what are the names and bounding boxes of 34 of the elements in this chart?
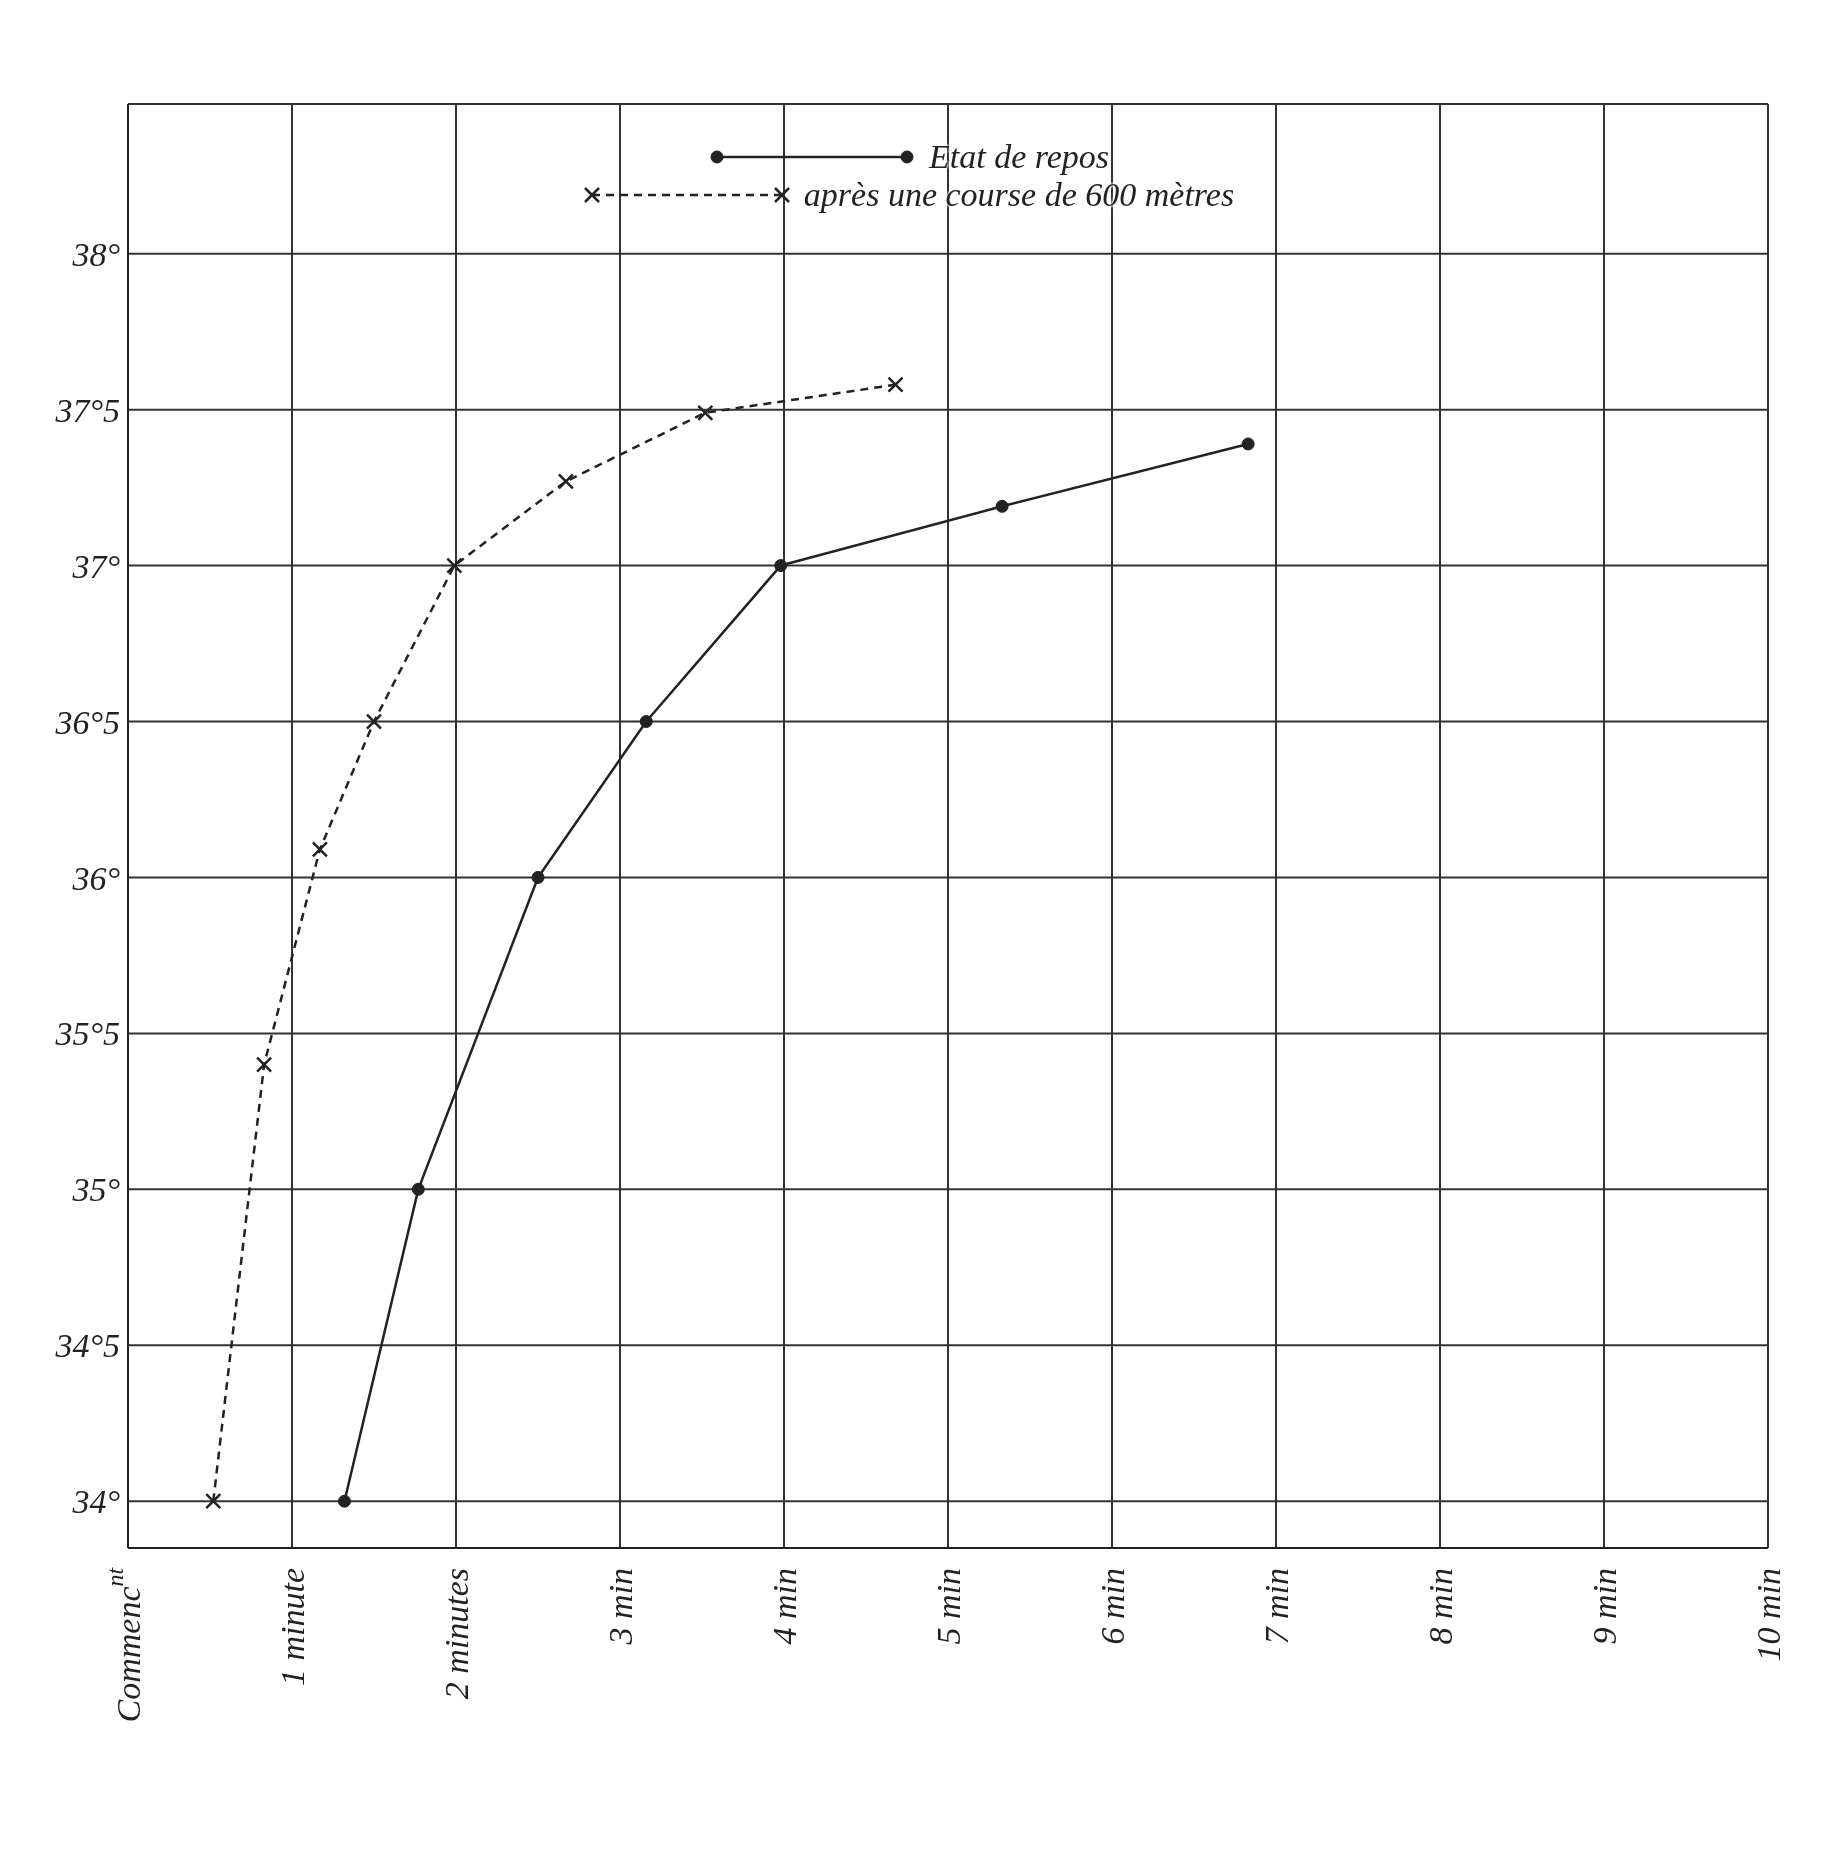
y-tick-label: 37°5 [54, 391, 120, 429]
x-tick-label: 9 min [1585, 1568, 1623, 1645]
point [446, 557, 463, 574]
point [995, 499, 1009, 513]
x-tick-label: 6 min [1093, 1568, 1131, 1645]
y-tick-label: 35° [71, 1171, 121, 1209]
y-tick-label: 34°5 [54, 1327, 120, 1365]
point [1241, 437, 1255, 451]
point [639, 715, 653, 729]
y-tick-label: 36° [71, 859, 121, 897]
point [255, 1056, 273, 1073]
y-tick-label: 38° [71, 235, 121, 273]
x-tick-label: 8 min [1421, 1568, 1459, 1645]
point [337, 1494, 351, 1508]
x-tick-label: 2 minutes [437, 1568, 475, 1700]
x-tick-label: 7 min [1257, 1568, 1295, 1645]
x-tick-label: 10 min [1749, 1568, 1787, 1662]
y-tick-label: 37° [71, 547, 121, 585]
point [411, 1182, 425, 1196]
y-tick-label: 34° [71, 1483, 121, 1521]
point [774, 559, 788, 573]
y-tick-label: 35°5 [54, 1015, 120, 1053]
x-tick-label: 1 minute [273, 1568, 311, 1687]
y-tick-label: 36°5 [54, 703, 120, 741]
point [557, 473, 575, 490]
x-tick-label: 3 min [601, 1568, 639, 1646]
point [697, 404, 714, 422]
x-tick-label: 4 min [765, 1568, 803, 1645]
point [205, 1492, 222, 1510]
point [365, 713, 383, 730]
point [531, 870, 545, 884]
point [311, 841, 329, 858]
point [887, 376, 904, 393]
x-tick-label: 5 min [929, 1568, 967, 1645]
